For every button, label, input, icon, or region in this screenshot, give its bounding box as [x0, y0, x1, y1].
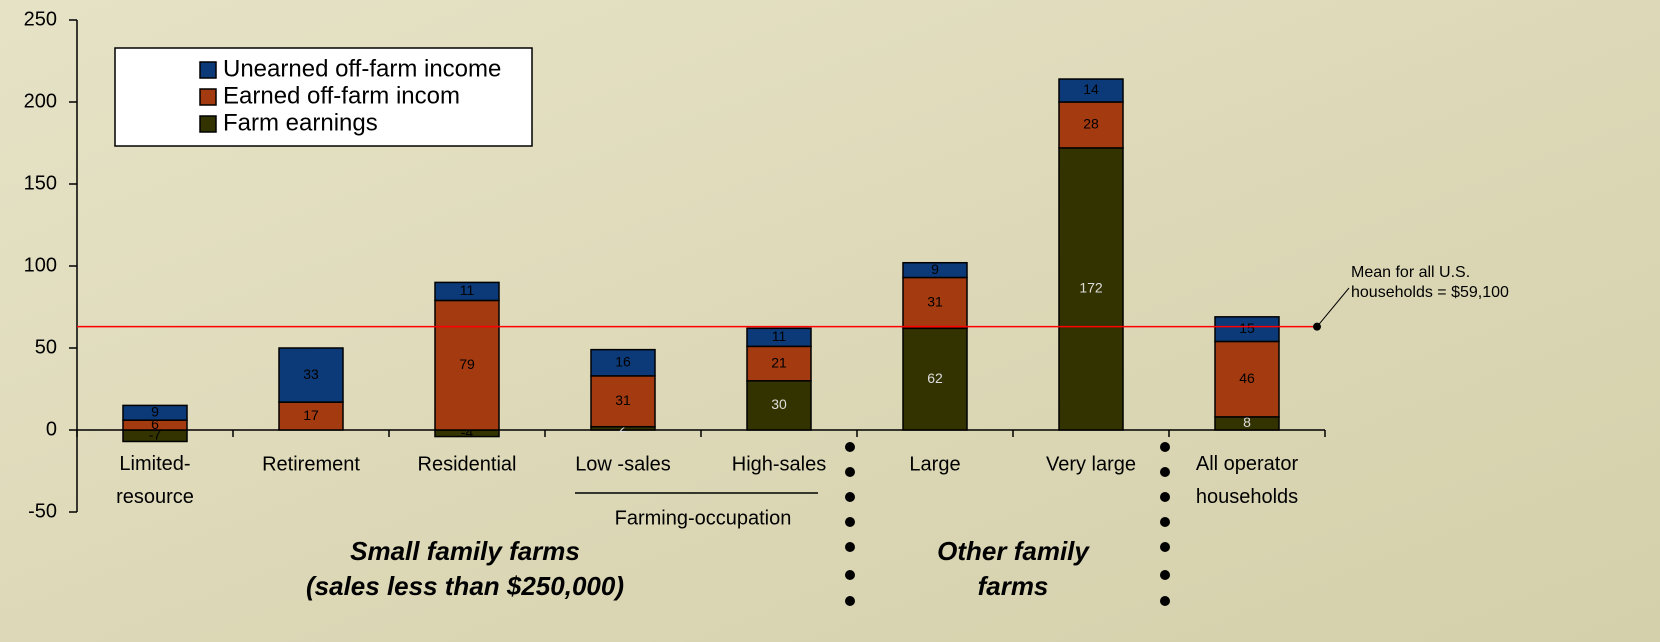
bar-segment [902, 276, 968, 330]
data-label: 46 [1239, 370, 1255, 386]
data-label: 79 [459, 356, 475, 372]
x-tick-label: Limited-resource [116, 453, 194, 508]
bar-segment [434, 281, 500, 302]
group-title: Other family farms [937, 536, 1090, 601]
legend-label: Earned off-farm incom [223, 82, 460, 109]
data-label: 9 [931, 261, 939, 277]
data-label: 28 [1083, 116, 1099, 132]
bar-segment [902, 261, 968, 279]
separators [845, 442, 1170, 606]
bar-segment [278, 347, 344, 403]
data-label: 33 [303, 366, 319, 382]
legend-label: Unearned off-farm income [223, 55, 501, 82]
bar-segment [902, 327, 968, 431]
data-label: 15 [1239, 320, 1255, 336]
data-label: 6 [151, 416, 159, 432]
data-label: 9 [151, 403, 159, 419]
x-tick-label: All operator households [1196, 453, 1299, 508]
bar-segment [1214, 316, 1280, 343]
annotation-leader [1316, 287, 1350, 327]
legend-swatch [199, 115, 217, 133]
bar-segment [1058, 78, 1124, 103]
y-tick-label: -50 [28, 500, 57, 522]
bar-segment [590, 348, 656, 377]
legend-swatch [199, 61, 217, 79]
bar-segment [278, 401, 344, 431]
legend-swatch [199, 88, 217, 106]
data-label: 21 [771, 354, 787, 370]
data-label: 31 [927, 294, 943, 310]
bar-segment [590, 375, 656, 428]
data-label: 30 [771, 396, 787, 412]
data-label: 172 [1079, 280, 1103, 296]
y-tick-label: 50 [35, 336, 57, 358]
x-tick-label: Large [909, 453, 960, 475]
legend-label: Farm earnings [223, 109, 378, 136]
data-label: 14 [1083, 81, 1099, 97]
bar-segment [746, 345, 812, 382]
bar-segment [746, 327, 812, 348]
bar-segment [1214, 340, 1280, 418]
bar-segment [1058, 147, 1124, 431]
data-label: 11 [772, 328, 787, 344]
y-tick-label: 100 [24, 254, 57, 276]
y-tick-label: 0 [46, 418, 57, 440]
y-tick-label: 250 [24, 8, 57, 30]
legend-box [114, 47, 533, 147]
y-tick-label: 200 [24, 90, 57, 112]
data-label: 8 [1243, 414, 1251, 430]
y-tick-label: 150 [24, 172, 57, 194]
reference-label: Mean for all U.S. households = $59,100 [1351, 264, 1509, 301]
x-tick-label: Residential [418, 453, 517, 475]
data-label: 31 [615, 392, 631, 408]
bar-segment [434, 299, 500, 431]
x-tick-label: Low -sales [575, 453, 671, 475]
group-title: Small family farms (sales less than $250,… [306, 536, 624, 601]
data-label: 11 [460, 282, 475, 298]
x-tick-label: Retirement [262, 453, 360, 475]
data-label: 62 [927, 370, 943, 386]
x-tick-label: Very large [1046, 453, 1136, 475]
x-tick-label: High-sales [732, 453, 826, 475]
data-label: 16 [615, 353, 631, 369]
bar-segment [1058, 101, 1124, 149]
bar-segment [122, 404, 188, 421]
group-label: Farming-occupation [615, 507, 792, 529]
data-label: 17 [303, 407, 319, 423]
